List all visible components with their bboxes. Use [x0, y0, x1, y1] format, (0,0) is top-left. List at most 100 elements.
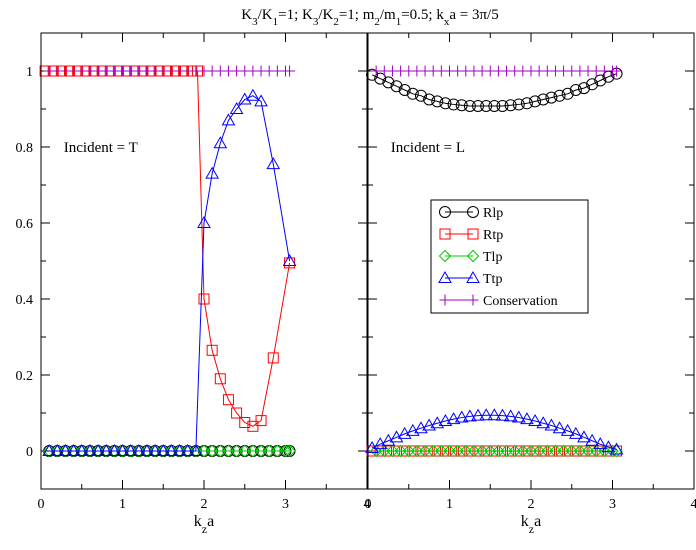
data-point: [402, 444, 415, 458]
data-point: [471, 408, 485, 421]
data-point: [115, 443, 130, 456]
data-point: [148, 443, 162, 456]
x-tick-label: 0: [38, 497, 45, 512]
data-point: [205, 444, 219, 458]
data-point: [585, 433, 599, 446]
data-point: [406, 87, 419, 100]
data-point: [511, 410, 526, 423]
x-tick-label: 4: [691, 497, 696, 512]
data-point: [475, 444, 489, 458]
data-point: [213, 136, 228, 149]
data-point: [553, 89, 566, 102]
data-point: [451, 444, 464, 458]
data-point: [284, 65, 296, 77]
legend-marker: [439, 228, 451, 240]
y-tick-label: 0: [26, 445, 33, 460]
data-point: [279, 444, 292, 458]
data-point: [398, 84, 411, 96]
data-point: [67, 444, 80, 458]
data-point: [267, 352, 279, 364]
data-point: [189, 444, 203, 458]
data-point: [536, 416, 551, 429]
data-point: [573, 444, 587, 458]
data-point: [529, 95, 542, 108]
data-point: [266, 157, 281, 170]
series-line: [371, 73, 617, 107]
data-point: [549, 444, 562, 458]
x-tick-label: 3: [282, 497, 289, 512]
data-point: [108, 444, 121, 458]
data-point: [557, 444, 570, 458]
data-point: [373, 437, 388, 450]
legend-label: Conservation: [483, 294, 558, 309]
y-tick-label: 0.6: [16, 217, 34, 232]
data-point: [58, 443, 73, 456]
data-point: [116, 444, 129, 458]
data-point: [467, 444, 481, 458]
x-tick-label: 1: [446, 497, 453, 512]
data-point: [283, 444, 296, 458]
data-point: [405, 423, 420, 436]
chart-title: K3/K1=1; K3/K2=1; m2/m1=0.5; kxa = 3π/5: [241, 7, 498, 28]
data-point: [520, 97, 533, 110]
data-point: [569, 84, 582, 96]
data-point: [148, 444, 162, 458]
x-axis-label: kza: [521, 513, 541, 536]
data-point: [66, 443, 81, 456]
data-point: [75, 444, 88, 458]
data-point: [394, 444, 407, 458]
data-point: [459, 444, 473, 458]
data-point: [488, 99, 501, 112]
data-point: [479, 408, 494, 421]
data-point: [601, 440, 616, 453]
data-point: [91, 443, 105, 456]
data-point: [438, 413, 453, 426]
x-tick-label: 1: [119, 497, 126, 512]
data-point: [496, 99, 509, 112]
data-point: [609, 442, 624, 455]
data-point: [222, 394, 234, 406]
series-tlp: [369, 444, 623, 458]
data-point: [414, 89, 427, 102]
legend-entry-conservation: Conservation: [439, 294, 558, 309]
data-point: [500, 444, 513, 458]
data-point: [560, 423, 575, 436]
y-tick-label: 0.4: [16, 293, 34, 308]
data-point: [512, 98, 525, 111]
data-point: [389, 430, 404, 443]
data-point: [528, 413, 542, 426]
data-point: [124, 444, 137, 458]
data-point: [430, 416, 445, 429]
data-point: [51, 444, 64, 458]
data-point: [487, 408, 502, 421]
data-point: [50, 443, 65, 456]
data-point: [188, 443, 203, 456]
data-point: [91, 444, 105, 458]
legend-marker: [466, 249, 480, 263]
data-point: [503, 409, 518, 422]
plot-frame: [367, 32, 695, 490]
data-point: [410, 444, 424, 458]
data-point: [577, 82, 590, 95]
data-point: [140, 444, 154, 458]
data-point: [132, 444, 146, 458]
data-point: [382, 76, 395, 89]
data-point: [577, 430, 591, 443]
data-point: [255, 415, 267, 427]
data-point: [366, 68, 379, 81]
y-tick-label: 0.2: [16, 369, 34, 384]
data-point: [221, 113, 236, 126]
data-point: [239, 417, 251, 428]
data-point: [414, 421, 428, 434]
data-point: [262, 444, 276, 458]
data-point: [42, 444, 56, 458]
series-line: [45, 70, 291, 427]
legend-marker: [439, 294, 451, 306]
plot-frame: [40, 32, 368, 490]
panel-annotation: Incident = L: [391, 140, 465, 156]
data-point: [99, 443, 114, 456]
data-point: [508, 444, 521, 458]
data-point: [390, 80, 403, 93]
